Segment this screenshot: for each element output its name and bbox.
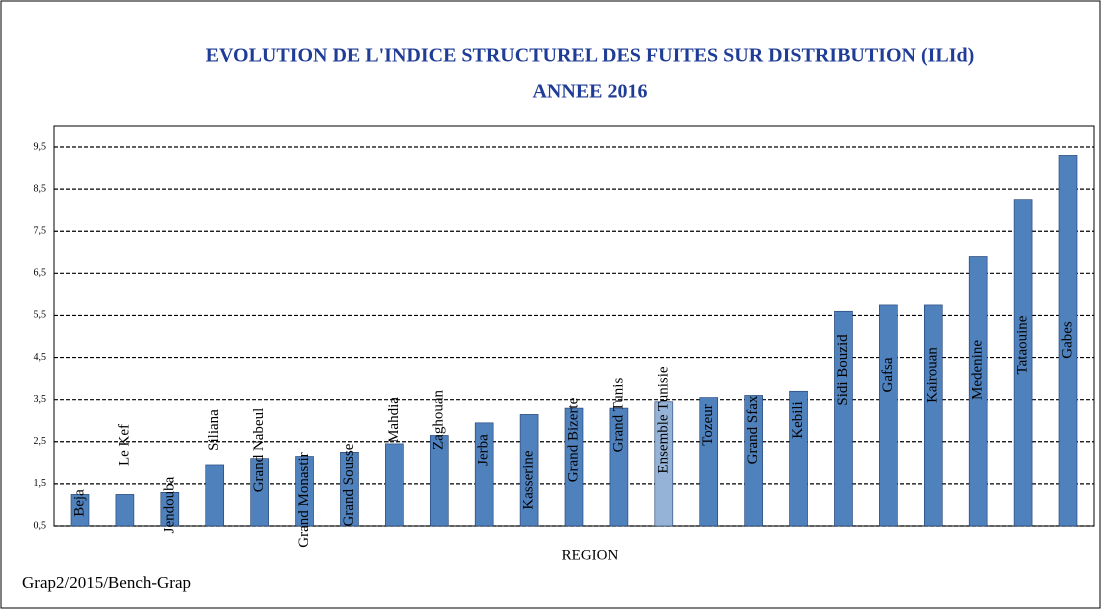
bar (115, 494, 135, 527)
category-label: Jendouba (161, 476, 177, 533)
chart-title: EVOLUTION DE L'INDICE STRUCTUREL DES FUI… (206, 45, 975, 67)
y-tick-label: 4,5 (34, 352, 47, 363)
category-label: Grand Tunis (610, 378, 626, 453)
bar (160, 492, 180, 527)
category-label: Grand Sfax (745, 395, 761, 464)
bar (205, 464, 225, 527)
category-label: Grand Sousse (341, 443, 357, 526)
category-label: Grand Bizerte (565, 397, 581, 482)
category-label: Mahdia (386, 397, 402, 443)
y-tick-label: 5,5 (34, 310, 47, 321)
category-label: Zaghouan (431, 390, 447, 450)
bar (744, 395, 763, 527)
bar (834, 310, 853, 527)
bar (699, 397, 719, 527)
bar (340, 452, 359, 527)
category-label: Siliana (206, 409, 222, 451)
bar (474, 422, 494, 527)
category-label: Kebili (790, 401, 806, 439)
category-label: Le Kef (116, 424, 132, 466)
bar (654, 401, 674, 527)
y-tick-label: 7,5 (34, 226, 47, 237)
y-tick-label: 3,5 (34, 394, 47, 405)
category-label: Gabes (1059, 321, 1075, 359)
category-label: Grand Monastir (296, 452, 312, 547)
bar (429, 435, 449, 527)
y-tick-label: 8,5 (34, 183, 47, 194)
bar (564, 407, 584, 527)
bar (70, 494, 90, 527)
chart-subtitle: ANNEE 2016 (532, 81, 647, 103)
bar (789, 390, 808, 527)
category-label: Kairouan (925, 347, 941, 403)
y-tick-label: 2,5 (34, 436, 47, 447)
bar (295, 456, 314, 527)
bar (519, 414, 539, 527)
category-label: Jerba (476, 434, 492, 466)
bar (968, 256, 988, 527)
category-label: Beja (71, 489, 87, 517)
bar (385, 443, 404, 527)
bar (609, 407, 629, 527)
y-tick-label: 0,5 (34, 520, 47, 531)
category-label: Sidi Bouzid (835, 334, 851, 406)
y-tick-label: 6,5 (34, 268, 47, 279)
footer: Grap2/2015/Bench-Grap (22, 573, 191, 592)
bar (1058, 155, 1078, 527)
category-label: Kasserine (521, 450, 537, 509)
bar (1013, 199, 1033, 527)
x-axis-label: REGION (562, 547, 619, 563)
category-label: Ensemble Tunisie (655, 366, 671, 473)
bar (923, 304, 943, 527)
category-label: Tozeur (700, 404, 716, 445)
category-label: Gafsa (880, 357, 896, 392)
bar (879, 304, 898, 527)
bar (250, 458, 269, 527)
category-label: Medenine (970, 340, 986, 400)
category-label: Tataouine (1015, 315, 1031, 374)
y-tick-label: 9,5 (34, 141, 47, 152)
category-label: Grand Nabeul (251, 408, 267, 493)
y-tick-label: 1,5 (34, 478, 47, 489)
